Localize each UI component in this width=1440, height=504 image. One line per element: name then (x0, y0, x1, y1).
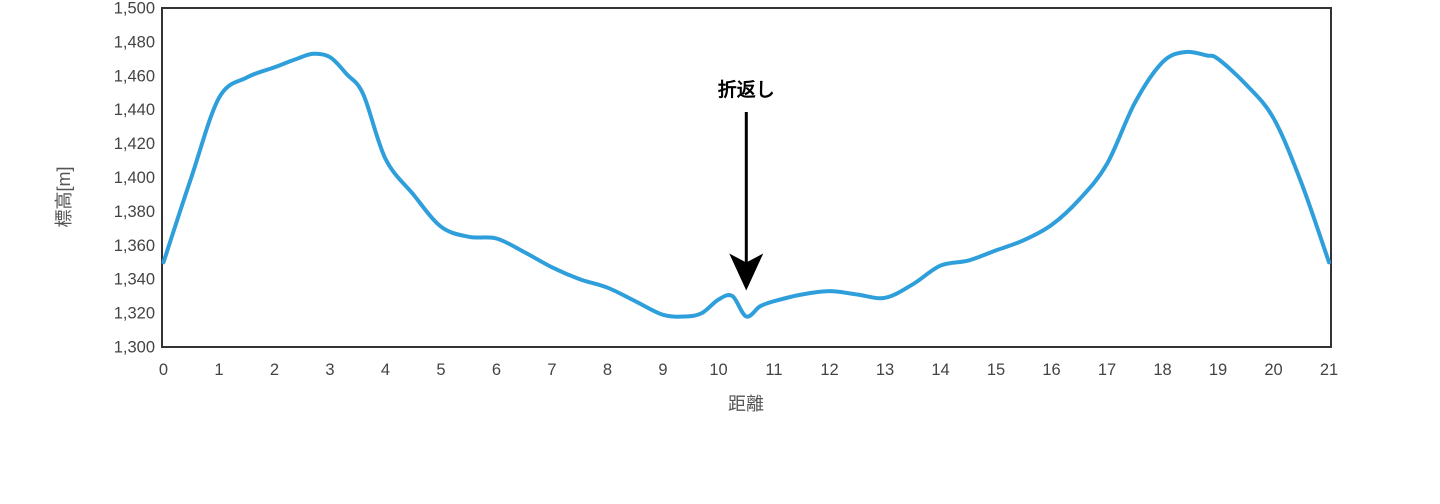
x-tick-label: 11 (765, 361, 782, 379)
x-axis-tick-labels: 0 1 2 3 4 5 6 7 8 9 10 11 12 13 14 15 16 17 18 19 20 21 (159, 361, 1338, 379)
x-tick-label: 6 (492, 361, 501, 379)
x-tick-label: 8 (603, 361, 612, 379)
x-tick-label: 4 (381, 361, 390, 379)
y-tick-label: 1,440 (114, 101, 155, 119)
x-tick-label: 17 (1098, 361, 1116, 379)
x-tick-label: 18 (1153, 361, 1171, 379)
plot-area-border (161, 7, 1332, 348)
x-tick-label: 19 (1209, 361, 1227, 379)
y-axis-title: 標高[m] (54, 167, 74, 228)
x-tick-label: 3 (325, 361, 334, 379)
elevation-line-series (161, 49, 1331, 319)
x-tick-label: 14 (931, 361, 949, 379)
y-tick-label: 1,420 (114, 135, 155, 153)
x-tick-label: 2 (270, 361, 279, 379)
x-tick-label: 15 (987, 361, 1005, 379)
y-tick-label: 1,320 (114, 305, 155, 323)
turnaround-annotation: 折返し (718, 79, 775, 291)
x-tick-label: 0 (159, 361, 168, 379)
y-tick-label: 1,460 (114, 67, 155, 85)
x-tick-label: 21 (1320, 361, 1338, 379)
x-tick-label: 20 (1264, 361, 1282, 379)
x-tick-label: 13 (876, 361, 894, 379)
y-tick-label: 1,380 (114, 203, 155, 221)
annotation-label: 折返し (718, 79, 775, 101)
y-tick-label: 1,500 (114, 0, 155, 18)
x-tick-label: 12 (820, 361, 838, 379)
y-tick-label: 1,400 (114, 169, 155, 187)
y-axis-tick-labels: 1,300 1,320 1,340 1,360 1,380 1,400 1,420 1,440… (114, 0, 155, 357)
y-tick-label: 1,340 (114, 271, 155, 289)
x-tick-label: 10 (709, 361, 727, 379)
x-axis-title: 距離 (728, 394, 764, 414)
y-tick-label: 1,300 (114, 339, 155, 357)
x-tick-label: 5 (436, 361, 445, 379)
x-tick-label: 1 (214, 361, 223, 379)
annotation-arrowhead-icon (729, 253, 764, 291)
x-tick-label: 7 (547, 361, 556, 379)
x-tick-label: 9 (658, 361, 667, 379)
x-tick-label: 16 (1042, 361, 1060, 379)
y-tick-label: 1,480 (114, 33, 155, 51)
y-tick-label: 1,360 (114, 237, 155, 255)
